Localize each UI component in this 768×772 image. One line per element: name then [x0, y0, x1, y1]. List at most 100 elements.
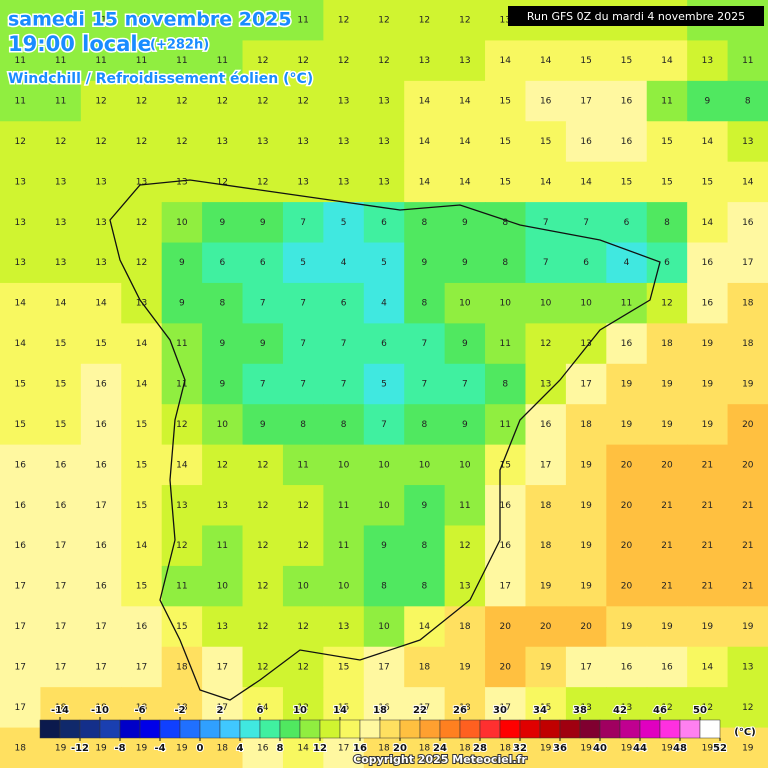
grid-cell — [485, 80, 526, 122]
cell-value: 11 — [95, 16, 106, 26]
cell-value: 21 — [702, 582, 713, 592]
cell-value: 18 — [176, 662, 188, 672]
cell-value: 15 — [14, 380, 25, 390]
cell-value: 13 — [338, 137, 349, 147]
cell-value: 8 — [422, 299, 428, 309]
legend-tick-label: 2 — [217, 705, 224, 716]
cell-value: 15 — [661, 177, 672, 187]
cell-value: 13 — [338, 97, 349, 107]
cell-value: 13 — [702, 56, 713, 66]
cell-value: 8 — [502, 258, 508, 268]
cell-value: 18 — [540, 541, 552, 551]
grid-cell — [485, 363, 526, 405]
cell-value: 11 — [500, 420, 511, 430]
grid-cell — [80, 363, 122, 405]
grid-cell — [282, 363, 324, 405]
cell-value: 16 — [14, 541, 26, 551]
grid-cell — [202, 202, 244, 244]
cell-value: 17 — [540, 460, 551, 470]
grid-cell — [646, 565, 688, 607]
cell-value: 12 — [136, 258, 147, 268]
cell-value: 20 — [621, 582, 633, 592]
cell-value: 7 — [422, 339, 428, 349]
grid-cell — [404, 80, 446, 122]
cell-value: 19 — [580, 582, 592, 592]
grid-cell — [606, 485, 648, 526]
grid-cell — [727, 80, 768, 122]
legend-tick-label: 46 — [653, 705, 667, 716]
cell-value: 12 — [55, 137, 66, 147]
grid-cell — [525, 282, 567, 324]
grid-cell — [323, 646, 365, 688]
lead: (+282h) — [150, 38, 209, 53]
cell-value: 11 — [459, 501, 470, 511]
cell-value: 13 — [55, 177, 66, 187]
grid-cell — [121, 404, 163, 446]
cell-value: 9 — [462, 339, 468, 349]
cell-value: 19 — [742, 743, 754, 753]
cell-value: 10 — [500, 299, 512, 309]
grid-cell — [404, 404, 446, 446]
grid-cell — [40, 80, 82, 122]
cell-value: 13 — [217, 501, 228, 511]
grid-cell — [565, 606, 607, 648]
grid-cell — [80, 646, 122, 688]
grid-cell — [485, 40, 526, 82]
time: 19:00 locale — [8, 32, 152, 56]
legend-swatch — [139, 719, 161, 739]
cell-value: 14 — [661, 56, 673, 66]
grid-cell — [242, 0, 284, 41]
cell-value: 14 — [14, 339, 26, 349]
grid-cell — [525, 565, 567, 607]
legend-tick-label: 20 — [393, 743, 407, 754]
grid-cell — [565, 202, 607, 244]
grid-cell — [242, 363, 284, 405]
cell-value: 10 — [217, 420, 229, 430]
grid-cell — [121, 282, 163, 324]
legend-swatch — [599, 719, 621, 739]
grid-cell — [606, 161, 648, 203]
cell-value: 12 — [338, 56, 349, 66]
cell-value: 15 — [14, 420, 25, 430]
grid-cell — [242, 40, 284, 82]
grid-cell — [444, 404, 486, 446]
cell-value: 11 — [338, 501, 349, 511]
cell-value: 17 — [55, 541, 66, 551]
cell-value: 19 — [621, 622, 633, 632]
grid-cell — [404, 0, 446, 41]
cell-value: 11 — [297, 460, 308, 470]
cell-value: 7 — [260, 299, 266, 309]
cell-value: 17 — [55, 662, 66, 672]
cell-value: 16 — [95, 582, 107, 592]
cell-value: 13 — [176, 177, 187, 187]
grid-cell — [161, 282, 203, 324]
grid-cell — [323, 363, 365, 405]
cell-value: 15 — [500, 137, 511, 147]
cell-value: 6 — [219, 258, 225, 268]
cell-value: 13 — [55, 258, 66, 268]
grid-cell — [242, 161, 284, 203]
cell-value: 7 — [462, 380, 468, 390]
grid-cell — [444, 646, 486, 688]
grid-cell — [606, 606, 648, 648]
grid-cell — [40, 282, 82, 324]
cell-value: 15 — [540, 703, 551, 713]
cell-value: 14 — [419, 177, 431, 187]
cell-value: 6 — [381, 339, 387, 349]
cell-value: 18 — [500, 743, 512, 753]
grid-cell — [404, 485, 446, 526]
cell-value: 12 — [702, 703, 713, 713]
grid-cell — [161, 40, 203, 82]
grid-cell — [727, 323, 768, 365]
grid-cell — [404, 161, 446, 203]
cell-value: 17 — [217, 703, 228, 713]
grid-cell — [687, 121, 729, 163]
cell-value: 20 — [500, 662, 512, 672]
cell-value: 8 — [745, 97, 751, 107]
grid-cell — [282, 282, 324, 324]
grid-cell — [282, 646, 324, 688]
cell-value: 13 — [338, 177, 349, 187]
cell-value: 13 — [500, 16, 511, 26]
cell-value: 9 — [422, 258, 428, 268]
